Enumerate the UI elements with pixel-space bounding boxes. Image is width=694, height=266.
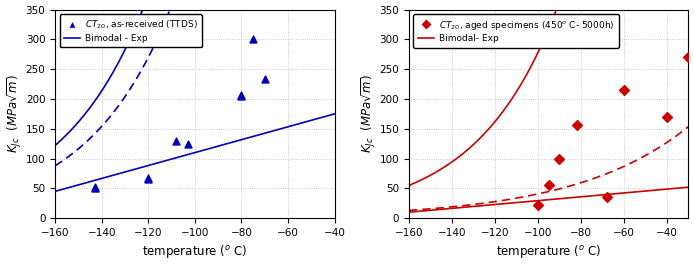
- Point: [248, 37, 259, 41]
- Point: [236, 93, 247, 97]
- Point: [571, 122, 582, 127]
- Legend: $CT_{20}$, as-received (TTDS), Bimodal - Exp: $CT_{20}$, as-received (TTDS), Bimodal -…: [60, 14, 202, 47]
- X-axis label: temperature ($^o$ C): temperature ($^o$ C): [142, 243, 248, 260]
- Point: [183, 142, 194, 146]
- X-axis label: temperature ($^o$ C): temperature ($^o$ C): [496, 243, 602, 260]
- Point: [259, 77, 270, 81]
- Point: [543, 183, 555, 188]
- Point: [683, 55, 694, 59]
- Point: [661, 115, 672, 119]
- Point: [143, 176, 154, 180]
- Point: [143, 177, 154, 182]
- Point: [532, 203, 543, 207]
- Point: [89, 186, 100, 190]
- Point: [601, 195, 612, 200]
- Point: [554, 156, 565, 161]
- Point: [618, 88, 629, 92]
- Y-axis label: $K_{Jc}$  $(MPa\sqrt{m})$: $K_{Jc}$ $(MPa\sqrt{m})$: [359, 74, 378, 153]
- Y-axis label: $K_{Jc}$  $(MPa\sqrt{m})$: $K_{Jc}$ $(MPa\sqrt{m})$: [6, 74, 24, 153]
- Legend: $CT_{20}$, aged specimens (450$^o$ C- 5000h), Bimodal- Exp: $CT_{20}$, aged specimens (450$^o$ C- 50…: [414, 14, 619, 48]
- Point: [236, 94, 247, 98]
- Point: [171, 139, 182, 143]
- Point: [89, 185, 100, 189]
